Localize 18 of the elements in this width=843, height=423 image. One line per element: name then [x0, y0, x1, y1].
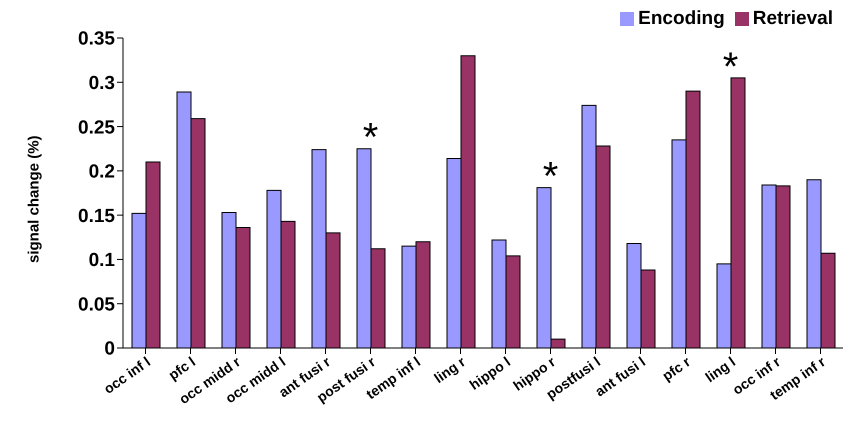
y-tick-label: 0.1	[88, 250, 116, 272]
y-tick-label: 0.15	[78, 206, 116, 227]
x-tick-label: pfc r	[659, 353, 694, 384]
y-tick-label: 0.2	[88, 162, 115, 183]
x-tick-label: pfc l	[165, 353, 198, 383]
x-tick-label: ling r	[431, 353, 469, 386]
y-axis-title: signal change (%)	[25, 135, 42, 263]
annotation: *	[362, 116, 378, 160]
legend-label: Encoding	[638, 8, 725, 29]
y-tick-label: 0.3	[88, 73, 115, 94]
legend-label: Retrieval	[752, 8, 833, 29]
y-tick-label: 0.05	[78, 294, 116, 316]
x-tick-label: ling l	[702, 353, 738, 386]
y-tick-label: 0	[104, 338, 115, 360]
annotation: *	[542, 154, 558, 199]
y-tick-label: 0.35	[78, 28, 116, 50]
annotation: *	[722, 44, 738, 89]
y-tick-label: 0.25	[78, 117, 116, 138]
